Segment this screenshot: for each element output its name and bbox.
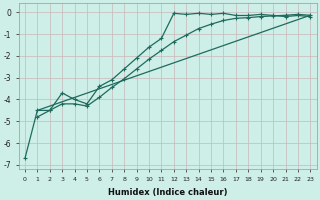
X-axis label: Humidex (Indice chaleur): Humidex (Indice chaleur) [108, 188, 228, 197]
